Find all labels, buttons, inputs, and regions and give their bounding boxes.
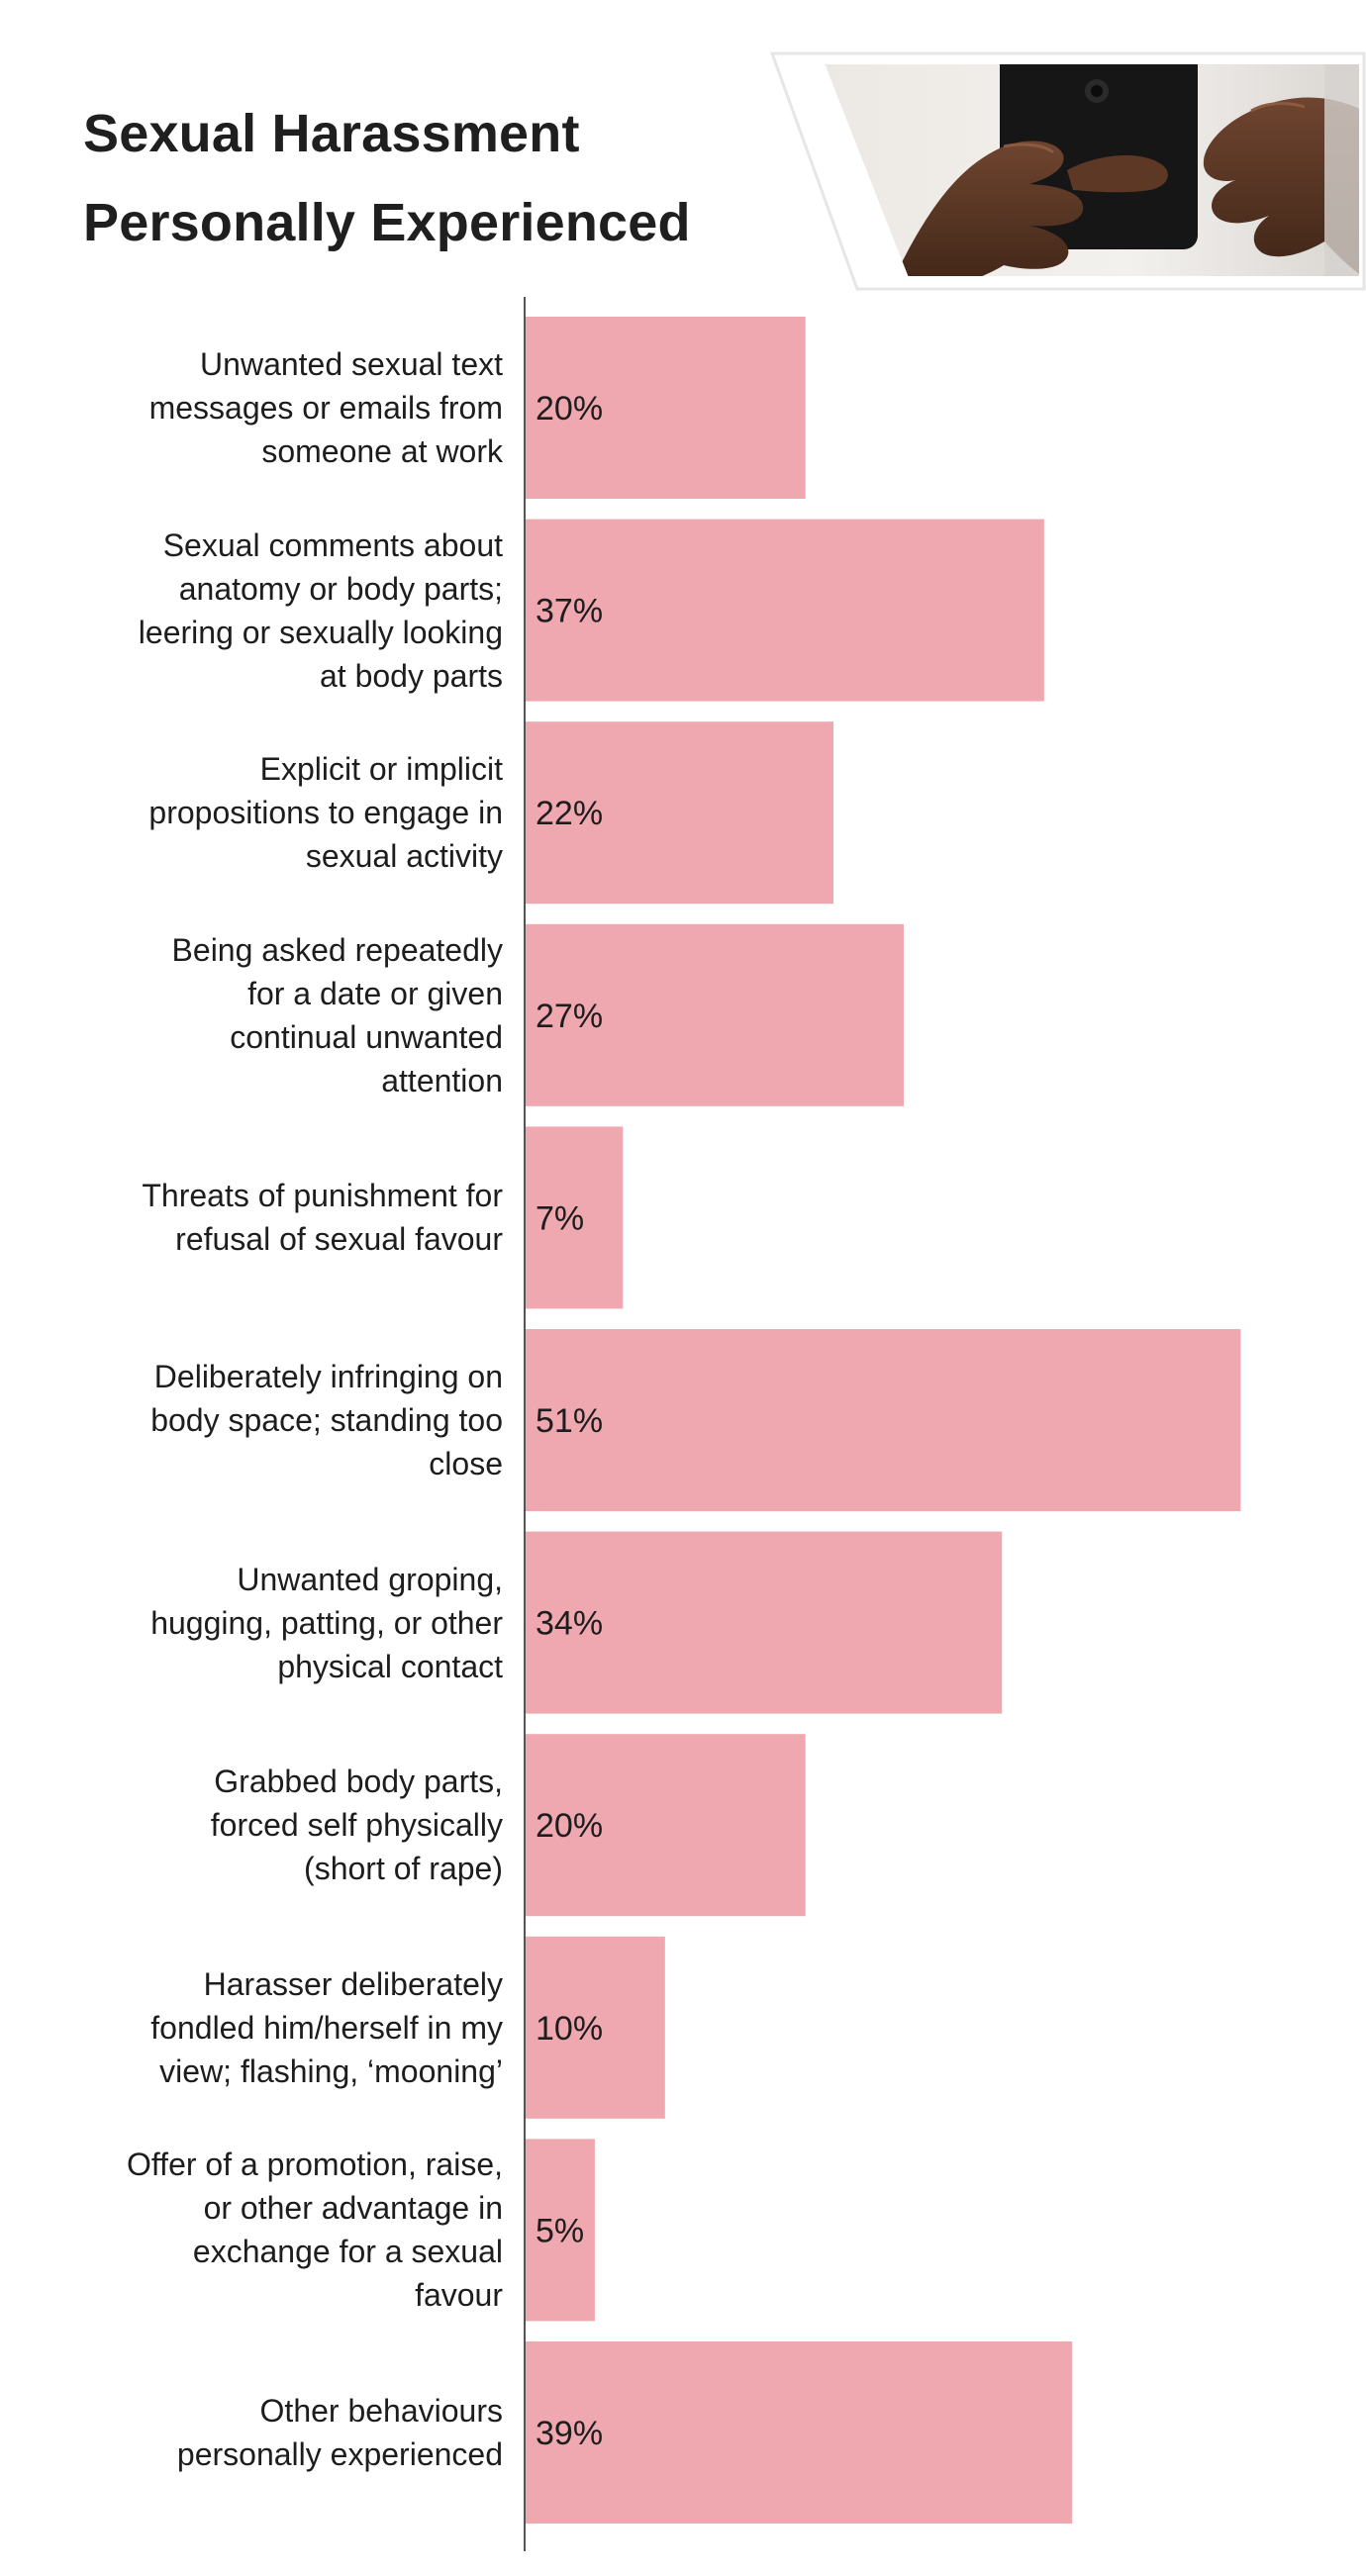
category-label-line: Offer of a promotion, raise, <box>126 2147 503 2183</box>
value-label-10: 5% <box>536 2212 584 2249</box>
category-label-line: Unwanted groping, <box>237 1561 503 1597</box>
value-label-1: 20% <box>536 390 603 428</box>
category-label-line: Being asked repeatedly <box>171 931 503 968</box>
category-label-line: Other behaviours <box>259 2393 503 2429</box>
category-label-line: (short of rape) <box>304 1851 503 1887</box>
category-label-line: refusal of sexual favour <box>175 1221 503 1258</box>
bar-10 <box>525 2139 595 2322</box>
category-label-line: Threats of punishment for <box>142 1178 503 1214</box>
category-label-line: or other advantage in <box>203 2190 503 2227</box>
chart-title: Sexual Harassment Personally Experienced <box>83 89 736 267</box>
chart-title-line-2: Personally Experienced <box>83 193 691 252</box>
category-label-line: for a date or given <box>247 975 503 1011</box>
value-label-7: 34% <box>536 1605 603 1643</box>
category-label-line: propositions to engage in <box>148 795 503 831</box>
category-label-line: Sexual comments about <box>162 526 503 563</box>
category-label-line: continual unwanted <box>230 1018 503 1055</box>
value-label-4: 27% <box>536 998 603 1035</box>
bar-7 <box>525 1531 1003 1714</box>
category-label-line: close <box>429 1446 503 1481</box>
value-label-3: 22% <box>536 795 603 832</box>
value-label-6: 51% <box>536 1402 603 1440</box>
category-label-line: leering or sexually looking <box>138 614 503 650</box>
bar-4 <box>525 923 904 1106</box>
category-label-line: anatomy or body parts; <box>178 570 503 607</box>
chart-title-line-1: Sexual Harassment <box>83 104 580 163</box>
category-label-line: personally experienced <box>176 2436 503 2472</box>
bar-8 <box>525 1734 806 1917</box>
category-label-2: Sexual comments about anatomy or body par… <box>59 524 503 698</box>
category-label-line: messages or emails from <box>148 390 503 426</box>
category-label-line: Unwanted sexual text <box>200 346 503 382</box>
bar-3 <box>525 721 834 905</box>
value-label-9: 10% <box>536 2010 603 2048</box>
category-label-6: Deliberately infringing on body space; st… <box>59 1355 503 1485</box>
category-label-3: Explicit or implicit propositions to enga… <box>59 747 503 878</box>
bar-2 <box>525 519 1044 702</box>
category-label-line: Grabbed body parts, <box>214 1764 503 1800</box>
category-label-line: at body parts <box>320 657 503 694</box>
bar-9 <box>525 1936 665 2119</box>
category-label-10: Offer of a promotion, raise, or other adv… <box>59 2143 503 2317</box>
category-label-7: Unwanted groping, hugging, patting, or ot… <box>59 1558 503 1688</box>
category-label-line: physical contact <box>277 1648 503 1684</box>
value-label-2: 37% <box>536 593 603 630</box>
value-label-8: 20% <box>536 1807 603 1845</box>
bar-6 <box>525 1329 1241 1511</box>
category-label-line: sexual activity <box>305 838 503 875</box>
category-label-line: exchange for a sexual <box>192 2234 503 2270</box>
bar-11 <box>525 2341 1073 2524</box>
category-label-8: Grabbed body parts, forced self physicall… <box>59 1760 503 1890</box>
category-label-1: Unwanted sexual text messages or emails f… <box>59 342 503 473</box>
hands-holding-phone-photo <box>770 51 1366 291</box>
category-label-line: someone at work <box>261 433 503 469</box>
category-label-line: fondled him/herself in my <box>150 2009 503 2046</box>
bar-5 <box>525 1126 624 1309</box>
category-label-9: Harasser deliberately fondled him/herself… <box>59 1962 503 2093</box>
category-label-line: view; flashing, ‘mooning’ <box>159 2052 503 2089</box>
value-label-11: 39% <box>536 2415 603 2452</box>
bar-1 <box>525 317 806 499</box>
category-label-line: body space; standing too <box>150 1402 503 1438</box>
category-label-line: hugging, patting, or other <box>150 1604 503 1641</box>
category-label-line: Harasser deliberately <box>203 1965 503 2002</box>
category-label-5: Threats of punishment for refusal of sexu… <box>59 1174 503 1261</box>
value-label-5: 7% <box>536 1199 584 1237</box>
category-label-4: Being asked repeatedly for a date or give… <box>59 928 503 1102</box>
category-label-11: Other behaviours personally experienced <box>59 2389 503 2476</box>
category-label-line: attention <box>381 1062 503 1098</box>
category-label-line: Deliberately infringing on <box>153 1359 503 1394</box>
category-label-line: forced self physically <box>210 1807 503 1844</box>
category-label-line: Explicit or implicit <box>259 751 503 788</box>
category-label-line: favour <box>415 2277 503 2314</box>
